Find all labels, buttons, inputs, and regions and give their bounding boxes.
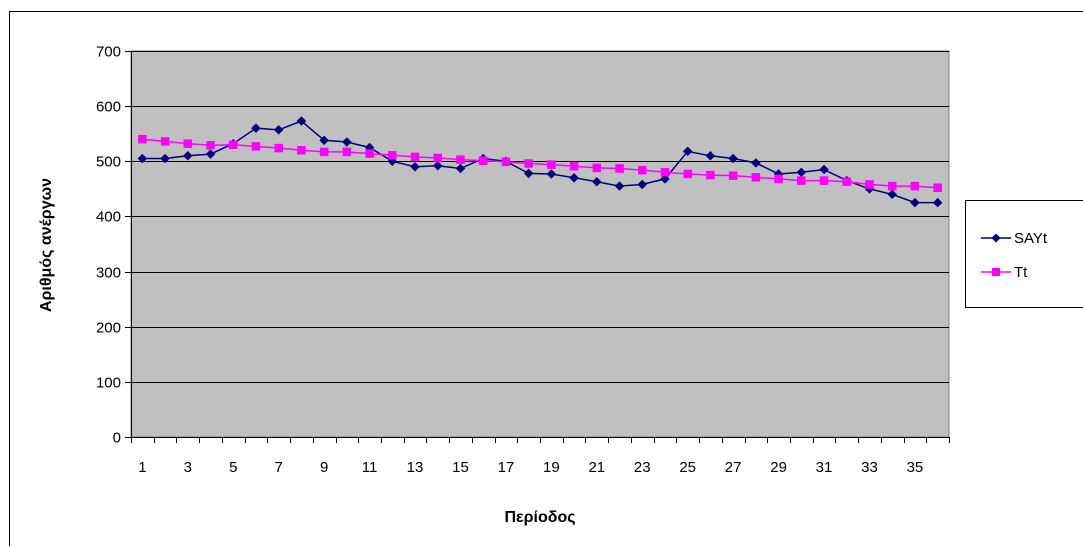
plot-background [131,51,949,437]
data-point [684,170,692,178]
legend-box [966,201,1083,308]
x-tick-label: 27 [725,459,742,476]
y-tick-label: 400 [96,209,121,226]
data-point [275,144,283,152]
data-point [184,140,192,148]
y-tick-label: 300 [96,265,121,282]
y-tick-label: 700 [96,44,121,61]
x-tick-label: 25 [679,459,696,476]
data-point [320,148,328,156]
data-point [911,182,919,190]
data-point [252,142,260,150]
data-point [547,161,555,169]
data-point [706,171,714,179]
data-point [752,173,760,181]
x-tick-label: 5 [229,459,237,476]
x-tick-label: 21 [588,459,605,476]
data-point [820,177,828,185]
x-tick-label: 9 [320,459,328,476]
x-axis-title: Περίοδος [504,509,575,526]
x-tick-label: 19 [543,459,560,476]
y-axis-title: Αριθμός ανέργων [38,178,55,312]
x-tick-label: 3 [184,459,192,476]
data-point [775,175,783,183]
data-point [138,135,146,143]
x-tick-label: 23 [634,459,651,476]
data-point [161,137,169,145]
data-point [593,164,601,172]
x-tick-label: 15 [452,459,469,476]
data-point [456,156,464,164]
legend: SAYt Tt [966,201,1083,308]
data-point [434,154,442,162]
x-tick-label: 1 [138,459,146,476]
y-tick-label: 0 [113,430,121,447]
x-tick-label: 29 [770,459,787,476]
data-point [343,148,351,156]
data-point [661,168,669,176]
data-point [888,182,896,190]
plot-area [131,51,949,437]
y-tick-label: 100 [96,375,121,392]
data-point [934,184,942,192]
x-tick-label: 31 [816,459,833,476]
y-tick-label: 500 [96,154,121,171]
data-point [797,177,805,185]
data-point [843,178,851,186]
data-point [366,150,374,158]
legend-label: SAYt [1014,230,1048,247]
data-point [207,141,215,149]
x-tick-label: 17 [498,459,515,476]
legend-marker [992,268,1000,276]
data-point [411,153,419,161]
x-tick-label: 11 [362,459,378,476]
y-tick-label: 200 [96,320,121,337]
data-point [865,180,873,188]
data-point [388,151,396,159]
x-tick-label: 13 [407,459,424,476]
y-tick-label: 600 [96,99,121,116]
x-tick-label: 7 [275,459,283,476]
x-tick-label: 35 [907,459,924,476]
data-point [729,172,737,180]
data-point [229,141,237,149]
x-tick-label: 33 [861,459,878,476]
legend-label: Tt [1014,264,1028,281]
data-point [616,164,624,172]
data-point [479,157,487,165]
data-point [297,146,305,154]
data-point [570,162,578,170]
data-point [638,166,646,174]
data-point [502,158,510,166]
data-point [525,159,533,167]
